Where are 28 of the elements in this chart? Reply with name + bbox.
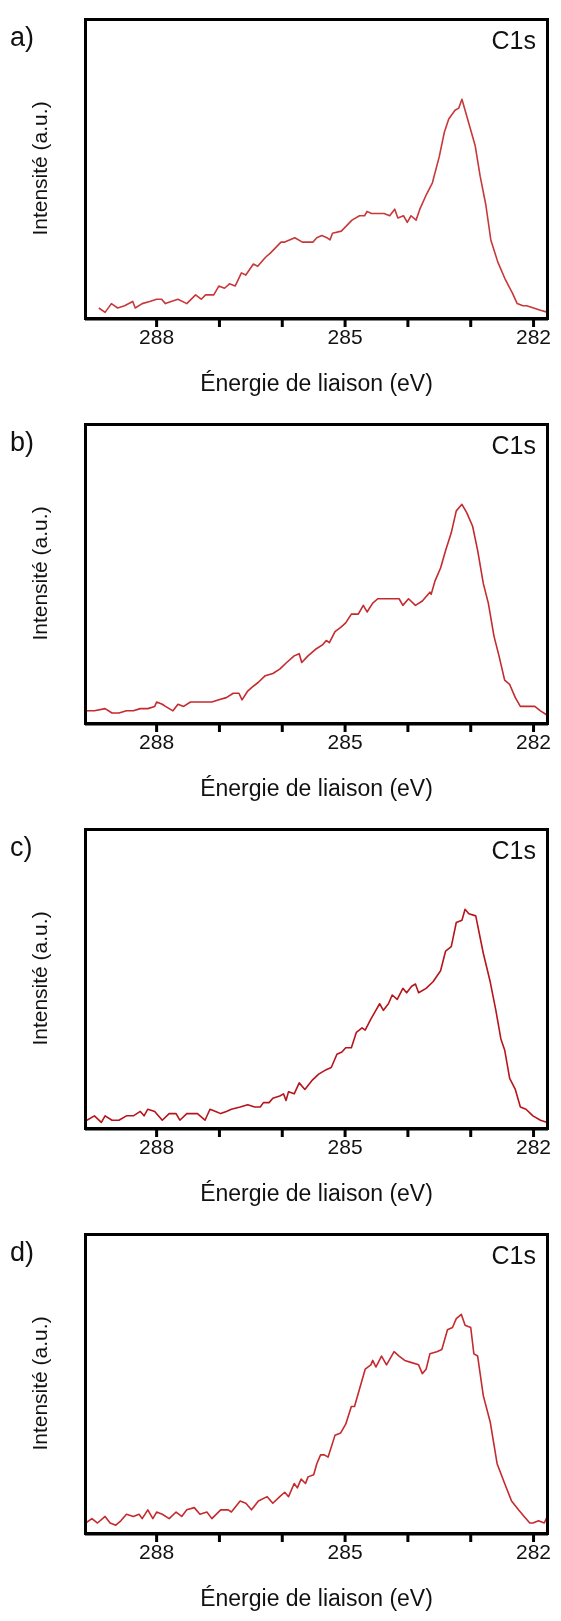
y-axis-title: Intensité (a.u.) (28, 911, 52, 1046)
x-tick-label: 288 (139, 729, 175, 753)
x-axis-title: Énergie de liaison (eV) (200, 775, 433, 801)
y-axis-title: Intensité (a.u.) (28, 101, 52, 236)
x-tick-label: 282 (516, 324, 552, 348)
x-tick-label: 282 (516, 1134, 552, 1158)
y-axis-title: Intensité (a.u.) (28, 506, 52, 641)
x-tick-label: 285 (327, 729, 363, 753)
x-tick-label: 285 (327, 1539, 363, 1563)
x-tick-label: 288 (139, 1539, 175, 1563)
text: C1s (491, 836, 536, 865)
text: C1s (491, 431, 536, 460)
x-axis-title: Énergie de liaison (eV) (200, 1180, 433, 1206)
chart-title: d) (10, 1237, 35, 1268)
x-axis-title: Énergie de liaison (eV) (200, 1585, 433, 1611)
x-tick-label: 282 (516, 729, 552, 753)
y-axis-title: Intensité (a.u.) (28, 1316, 52, 1451)
x-tick-label: 288 (139, 324, 175, 348)
x-tick-label: 285 (327, 324, 363, 348)
chart-title: a) (10, 22, 35, 53)
text: C1s (491, 1241, 536, 1270)
x-tick-label: 282 (516, 1539, 552, 1563)
x-axis-title: Énergie de liaison (eV) (200, 370, 433, 396)
text: C1s (491, 26, 536, 55)
x-tick-label: 285 (327, 1134, 363, 1158)
chart-title: c) (10, 832, 33, 863)
chart-title: b) (10, 427, 35, 458)
x-tick-label: 288 (139, 1134, 175, 1158)
